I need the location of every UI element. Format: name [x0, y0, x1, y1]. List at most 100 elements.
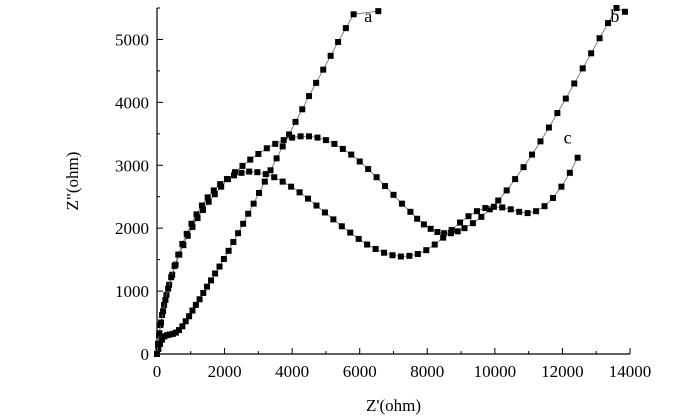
data-point	[447, 230, 454, 237]
data-point	[289, 134, 296, 141]
data-point	[423, 247, 430, 254]
data-point	[262, 171, 269, 178]
data-point	[331, 140, 338, 147]
data-point	[533, 208, 540, 215]
data-point	[162, 296, 169, 303]
data-point	[245, 210, 252, 217]
data-point	[382, 183, 389, 190]
data-point	[406, 252, 413, 259]
data-point	[579, 65, 586, 72]
series-c	[154, 154, 581, 357]
y-tick-label: 1000	[115, 282, 149, 301]
data-point	[541, 203, 548, 210]
data-point	[434, 228, 441, 235]
data-point	[327, 52, 334, 59]
data-point	[279, 143, 286, 150]
data-point	[335, 38, 342, 45]
y-axis-title: Z"(ohm)	[63, 152, 82, 211]
data-point	[240, 220, 247, 227]
data-point	[267, 167, 274, 174]
data-point	[156, 330, 163, 337]
data-point	[179, 240, 186, 247]
data-point	[574, 154, 581, 161]
data-point	[566, 169, 573, 176]
data-point	[549, 194, 556, 201]
data-point	[454, 228, 461, 235]
data-point	[220, 256, 227, 263]
data-point	[246, 168, 253, 175]
data-point	[562, 95, 569, 102]
data-point	[279, 178, 286, 185]
data-point	[235, 230, 242, 237]
data-point	[204, 194, 211, 201]
data-point	[154, 351, 160, 357]
data-point	[204, 283, 211, 290]
y-tick-label: 4000	[115, 93, 149, 112]
data-point	[296, 189, 303, 196]
y-tick-label: 0	[141, 345, 150, 364]
data-point	[347, 229, 354, 236]
data-point	[205, 198, 212, 205]
data-point	[271, 174, 278, 181]
data-point	[520, 164, 527, 171]
x-tick-label: 8000	[410, 362, 444, 381]
data-point	[216, 263, 223, 270]
data-point	[355, 235, 362, 242]
y-tick-label: 2000	[115, 219, 149, 238]
data-point	[621, 8, 628, 15]
data-point	[155, 345, 162, 352]
x-tick-label: 14000	[609, 362, 652, 381]
data-point	[356, 158, 363, 165]
data-point	[448, 227, 455, 234]
data-point	[196, 296, 203, 303]
data-point	[175, 251, 182, 258]
data-point	[314, 134, 321, 141]
data-point	[397, 253, 404, 260]
x-tick-label: 4000	[275, 362, 309, 381]
data-point	[490, 203, 497, 210]
data-point	[286, 131, 293, 138]
data-point	[398, 200, 405, 207]
data-point	[350, 11, 357, 18]
data-point	[431, 241, 438, 248]
data-point	[364, 241, 371, 248]
data-point	[183, 230, 190, 237]
data-point	[189, 223, 196, 230]
data-point	[165, 285, 172, 292]
data-point	[342, 25, 349, 32]
data-point	[461, 225, 468, 232]
data-point	[516, 208, 523, 215]
data-point	[256, 189, 263, 196]
data-point	[372, 245, 379, 252]
data-point	[571, 80, 578, 87]
data-point	[306, 93, 313, 100]
data-point	[306, 133, 313, 140]
data-point	[375, 8, 382, 15]
data-point	[554, 110, 561, 117]
y-tick-label: 5000	[115, 30, 149, 49]
data-point	[208, 277, 215, 284]
data-point	[524, 210, 531, 217]
x-tick-label: 2000	[208, 362, 242, 381]
data-point	[499, 204, 506, 211]
data-point	[166, 331, 173, 338]
data-point	[339, 145, 346, 152]
data-point	[313, 79, 320, 86]
data-point	[292, 118, 299, 125]
data-point	[473, 208, 480, 215]
data-point	[457, 219, 464, 226]
data-point	[261, 178, 268, 185]
data-point	[182, 318, 189, 325]
x-axis-ticks: 0 2000 4000 6000 8000 10000 12000 14000	[153, 348, 652, 381]
data-point	[188, 220, 195, 227]
data-point	[169, 330, 176, 337]
data-point	[305, 195, 312, 202]
y-axis-ticks: 0 1000 2000 3000 4000 5000	[115, 7, 163, 364]
data-point	[172, 329, 179, 336]
data-point	[192, 301, 199, 308]
data-point	[263, 145, 270, 152]
data-point	[338, 223, 345, 230]
data-point	[158, 319, 165, 326]
data-point	[512, 176, 519, 183]
data-point	[373, 174, 380, 181]
